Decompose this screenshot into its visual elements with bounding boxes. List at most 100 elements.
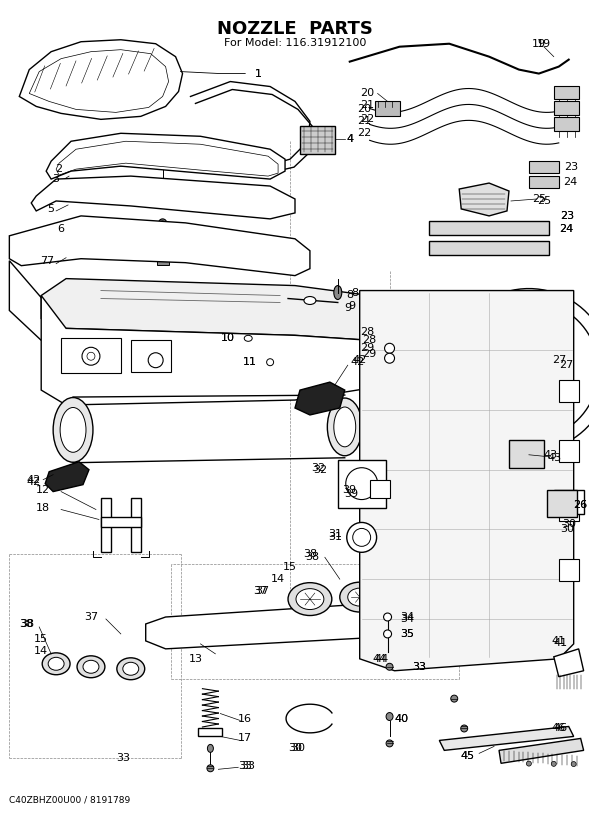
Bar [559,559,579,581]
Polygon shape [41,278,370,340]
Text: 25: 25 [532,194,546,204]
Bar [474,432,496,446]
Polygon shape [554,649,584,676]
Bar [554,102,579,116]
Polygon shape [499,738,584,764]
Ellipse shape [208,745,214,752]
Text: 42: 42 [26,477,40,487]
Text: 44: 44 [372,654,386,663]
Ellipse shape [485,390,513,440]
Text: 33: 33 [412,662,427,672]
Text: 32: 32 [313,465,327,475]
Ellipse shape [385,344,395,353]
Ellipse shape [384,630,392,638]
Bar [101,518,141,527]
Ellipse shape [82,348,100,365]
Text: 9: 9 [348,301,355,312]
Ellipse shape [411,400,428,435]
Bar [547,489,576,518]
Ellipse shape [207,765,214,772]
Text: 42: 42 [350,357,365,367]
Text: 7: 7 [40,256,47,265]
Text: 26: 26 [573,500,588,510]
Text: 31: 31 [328,529,342,540]
Bar [559,440,579,462]
Ellipse shape [148,352,163,368]
Text: 25: 25 [537,196,551,206]
Ellipse shape [353,528,371,546]
Ellipse shape [60,408,86,453]
Text: 21: 21 [360,100,375,111]
Bar [157,259,169,265]
Ellipse shape [551,761,556,766]
Ellipse shape [77,656,105,678]
Ellipse shape [396,587,418,603]
Bar [101,497,111,553]
Bar [541,318,563,332]
Text: 33: 33 [412,662,427,672]
Bar [554,117,579,131]
Ellipse shape [160,221,165,225]
Text: 23: 23 [560,211,574,221]
Text: 32: 32 [311,462,325,473]
Text: 34: 34 [401,612,415,622]
Text: 14: 14 [271,574,285,584]
Bar [554,85,579,99]
Text: 21: 21 [358,116,372,126]
Polygon shape [9,260,91,355]
Text: 20: 20 [360,89,375,98]
Text: 14: 14 [34,646,48,656]
Text: 24: 24 [563,177,578,187]
Text: 43: 43 [544,450,558,460]
Ellipse shape [327,398,362,456]
Bar [430,221,549,234]
Polygon shape [146,599,459,649]
Bar [338,460,386,507]
Ellipse shape [244,335,252,341]
Ellipse shape [526,761,532,766]
Text: 35: 35 [401,629,414,639]
Ellipse shape [159,219,166,227]
Ellipse shape [117,658,145,680]
Text: 38: 38 [20,619,34,629]
Polygon shape [459,183,509,216]
Text: 46: 46 [552,724,566,733]
Bar [554,489,584,514]
Text: 37: 37 [253,586,267,596]
Text: 37: 37 [84,612,98,622]
Ellipse shape [384,613,392,621]
Text: NOZZLE  PARTS: NOZZLE PARTS [217,20,373,37]
Ellipse shape [53,397,93,462]
Ellipse shape [296,589,324,610]
Text: 4: 4 [346,134,353,144]
Text: 39: 39 [345,488,359,499]
Text: 15: 15 [34,634,48,644]
Text: 41: 41 [552,636,566,646]
Text: 44: 44 [375,654,389,663]
Bar [529,161,559,173]
Text: 30: 30 [562,519,576,529]
Polygon shape [440,726,573,751]
Text: 6: 6 [58,224,65,234]
Bar [529,176,559,188]
Ellipse shape [347,523,376,553]
Text: 7: 7 [45,256,53,265]
Text: 27: 27 [552,355,566,365]
Ellipse shape [346,468,378,500]
Text: 23: 23 [563,162,578,172]
Ellipse shape [334,407,356,447]
Text: 8: 8 [351,287,358,298]
Ellipse shape [451,695,458,702]
Text: 8: 8 [346,290,353,300]
Text: 30: 30 [288,743,302,754]
Text: 1: 1 [255,68,262,79]
Bar [370,479,389,497]
Text: 22: 22 [358,129,372,138]
Ellipse shape [340,582,379,612]
Text: 19: 19 [537,39,551,49]
Text: 2: 2 [55,164,63,174]
Text: 9: 9 [344,304,351,313]
Bar [430,241,549,255]
Bar [300,126,335,154]
Text: 29: 29 [360,344,375,353]
